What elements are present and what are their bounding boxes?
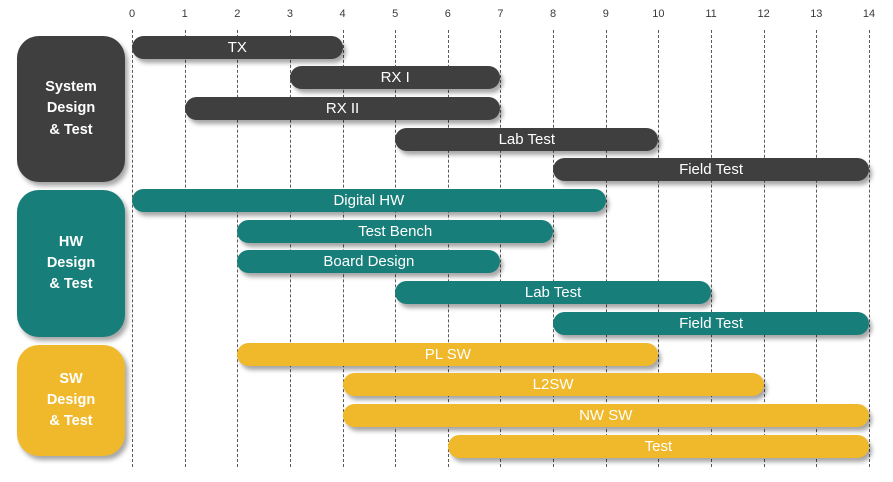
task-bar-label: Test — [644, 437, 673, 455]
group-block-system: System Design & Test — [17, 36, 125, 182]
gridline-9 — [605, 30, 607, 467]
task-bar-label: Field Test — [679, 314, 743, 332]
gridline-13 — [816, 30, 818, 467]
task-bar-lab-test: Lab Test — [395, 127, 659, 151]
axis-tick-label-13: 13 — [810, 8, 823, 20]
task-bar-label: RX II — [325, 99, 360, 117]
group-block-sw: SW Design & Test — [17, 345, 125, 456]
group-label-line: & Test — [49, 276, 93, 292]
task-bar-label: RX I — [380, 69, 410, 87]
task-bar-pl-sw: PL SW — [237, 342, 659, 366]
task-bar-label: PL SW — [424, 345, 471, 363]
axis-tick-label-6: 6 — [444, 8, 451, 20]
task-bar-tx: TX — [132, 35, 343, 59]
task-bar-label: Field Test — [679, 161, 743, 179]
gridline-6 — [447, 30, 449, 467]
task-bar-label: TX — [227, 38, 247, 56]
group-label-line: Design — [46, 100, 96, 117]
task-bar-label: Lab Test — [524, 284, 582, 302]
gridline-2 — [237, 30, 239, 467]
task-bar-label: Lab Test — [498, 130, 555, 148]
axis-tick-label-9: 9 — [602, 8, 609, 20]
gridline-14 — [868, 30, 870, 467]
gridline-5 — [395, 30, 397, 467]
axis-tick-label-14: 14 — [862, 8, 876, 20]
task-bar-test-bench: Test Bench — [237, 219, 554, 243]
gridline-1 — [184, 30, 186, 467]
task-bar-test: Test — [447, 434, 869, 458]
task-bar-rx-ii: RX II — [184, 96, 501, 120]
group-block-hw: HW Design & Test — [17, 190, 125, 337]
task-bar-l2sw: L2SW — [342, 373, 764, 397]
axis-tick-label-10: 10 — [652, 8, 665, 20]
gridline-0 — [132, 30, 133, 467]
gridline-10 — [658, 30, 660, 467]
group-label-line: & Test — [49, 121, 93, 138]
axis-tick-label-3: 3 — [286, 8, 293, 20]
gridline-8 — [553, 30, 555, 467]
task-bar-label: L2SW — [532, 376, 574, 394]
gridline-4 — [342, 30, 344, 467]
gridline-11 — [711, 30, 713, 467]
task-bar-nw-sw: NW SW — [342, 403, 869, 427]
group-label-line: SW — [59, 370, 83, 387]
group-label-line: & Test — [49, 413, 93, 429]
task-bar-field-test: Field Test — [553, 311, 869, 335]
axis-tick-label-5: 5 — [392, 8, 399, 20]
task-bar-board-design: Board Design — [237, 250, 501, 274]
task-bar-field-test: Field Test — [553, 158, 869, 182]
gridline-12 — [763, 30, 765, 467]
task-bar-label: NW SW — [579, 406, 633, 424]
task-bar-rx-i: RX I — [289, 66, 501, 90]
axis-tick-label-11: 11 — [705, 8, 717, 20]
axis-tick-label-12: 12 — [757, 8, 770, 20]
axis-tick-label-8: 8 — [550, 8, 557, 20]
axis-tick-label-0: 0 — [128, 8, 136, 20]
axis-tick-label-2: 2 — [234, 8, 241, 20]
axis-tick-label-7: 7 — [497, 8, 504, 20]
gridline-7 — [500, 30, 502, 467]
group-label-line: Design — [46, 391, 96, 408]
group-label-line: Design — [46, 254, 96, 271]
task-bar-label: Board Design — [323, 253, 415, 271]
task-bar-label: Test Bench — [358, 222, 433, 240]
task-bar-lab-test: Lab Test — [395, 281, 712, 305]
task-bar-digital-hw: Digital HW — [132, 189, 606, 212]
gridline-3 — [289, 30, 291, 467]
group-label-line: System — [45, 79, 97, 96]
axis-tick-label-4: 4 — [339, 8, 346, 20]
group-label-line: HW — [58, 233, 84, 250]
axis-tick-label-1: 1 — [181, 8, 188, 20]
task-bar-label: Digital HW — [333, 192, 405, 209]
